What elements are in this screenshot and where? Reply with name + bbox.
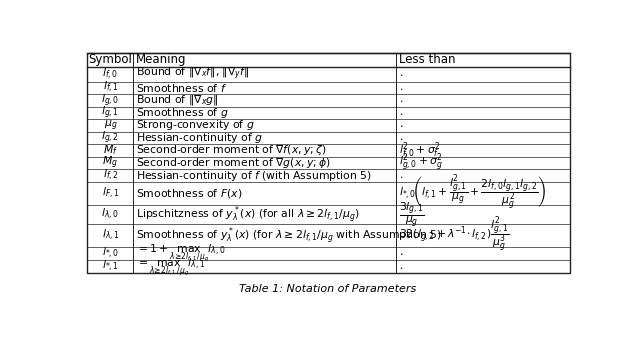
Text: Second-order moment of $\nabla f(x,y;\zeta)$: Second-order moment of $\nabla f(x,y;\ze… xyxy=(136,144,326,158)
Text: $\cdot$: $\cdot$ xyxy=(399,69,404,79)
Text: $l_{*,0}$: $l_{*,0}$ xyxy=(102,246,119,261)
Text: Bound of $\|\nabla_x g\|$: Bound of $\|\nabla_x g\|$ xyxy=(136,93,219,107)
Text: $\cdot$: $\cdot$ xyxy=(399,95,404,105)
Text: $\mu_g$: $\mu_g$ xyxy=(104,118,117,133)
Text: $\cdot$: $\cdot$ xyxy=(399,133,404,143)
Text: $l_{g,2}$: $l_{g,2}$ xyxy=(102,130,119,146)
Text: $32(l_{g,2} + \lambda^{-1} {\cdot}\, l_{f,2})\dfrac{l_{g,1}^2}{\mu_g^3}$: $32(l_{g,2} + \lambda^{-1} {\cdot}\, l_{… xyxy=(399,216,509,255)
Text: Smoothness of $g$: Smoothness of $g$ xyxy=(136,106,229,120)
Text: $M_f$: $M_f$ xyxy=(103,144,118,158)
Text: $l_{g,0}^2 + \sigma_g^2$: $l_{g,0}^2 + \sigma_g^2$ xyxy=(399,152,443,174)
Text: Symbol: Symbol xyxy=(88,53,132,66)
Text: $l_{f,0}$: $l_{f,0}$ xyxy=(102,66,118,82)
Text: $= \max_{\lambda \geq 2l_{f,1}/\mu_g} l_{\lambda,1}$: $= \max_{\lambda \geq 2l_{f,1}/\mu_g} l_… xyxy=(136,256,205,278)
Text: $\cdot$: $\cdot$ xyxy=(399,262,404,272)
Text: Strong-convexity of $g$: Strong-convexity of $g$ xyxy=(136,118,255,132)
Text: $l_{g,0}$: $l_{g,0}$ xyxy=(101,92,120,108)
Text: $\cdot$: $\cdot$ xyxy=(399,120,404,130)
Text: Less than: Less than xyxy=(399,53,456,66)
Text: Meaning: Meaning xyxy=(136,53,187,66)
Text: $l_{f,1}$: $l_{f,1}$ xyxy=(102,80,118,95)
Text: $\dfrac{3l_{g,1}}{\mu_g}$: $\dfrac{3l_{g,1}}{\mu_g}$ xyxy=(399,200,425,229)
Text: Smoothness of $f$: Smoothness of $f$ xyxy=(136,82,228,94)
Text: $\cdot$: $\cdot$ xyxy=(399,108,404,118)
Text: Hessian-continuity of $f$ (with Assumption $5$): Hessian-continuity of $f$ (with Assumpti… xyxy=(136,168,372,182)
Text: $l_{*,0}\!\left(l_{f,1} + \dfrac{l_{g,1}^2}{\mu_g} + \dfrac{2l_{f,0}l_{g,1}l_{g,: $l_{*,0}\!\left(l_{f,1} + \dfrac{l_{g,1}… xyxy=(399,174,547,213)
Text: $l_{\lambda,0}$: $l_{\lambda,0}$ xyxy=(102,207,119,222)
Text: $l_{*,1}$: $l_{*,1}$ xyxy=(102,259,119,274)
Text: Smoothness of $F(x)$: Smoothness of $F(x)$ xyxy=(136,187,243,200)
Text: $\cdot$: $\cdot$ xyxy=(399,83,404,93)
Text: $= 1 + \max_{\lambda \geq 2l_{f,1}/\mu_g} l_{\lambda,0}$: $= 1 + \max_{\lambda \geq 2l_{f,1}/\mu_g… xyxy=(136,242,226,264)
Text: Table 1: Notation of Parameters: Table 1: Notation of Parameters xyxy=(239,284,417,294)
Text: $l_{F,1}$: $l_{F,1}$ xyxy=(102,186,119,201)
Text: Smoothness of $y_\lambda^*(x)$ (for $\lambda \geq 2l_{f,1}/\mu_g$ with Assumptio: Smoothness of $y_\lambda^*(x)$ (for $\la… xyxy=(136,225,442,246)
Text: $M_g$: $M_g$ xyxy=(102,155,118,171)
Text: $\cdot$: $\cdot$ xyxy=(399,170,404,180)
Text: $l_{f,2}$: $l_{f,2}$ xyxy=(102,168,118,183)
Text: Hessian-continuity of $g$: Hessian-continuity of $g$ xyxy=(136,131,263,145)
Text: $l_{f,0}^2 + \sigma_f^2$: $l_{f,0}^2 + \sigma_f^2$ xyxy=(399,140,441,161)
Text: $l_{g,1}$: $l_{g,1}$ xyxy=(102,105,119,121)
Text: Second-order moment of $\nabla g(x,y;\phi)$: Second-order moment of $\nabla g(x,y;\ph… xyxy=(136,156,331,170)
Text: $l_{\lambda,1}$: $l_{\lambda,1}$ xyxy=(102,228,119,243)
Bar xyxy=(88,53,570,273)
Text: $\cdot$: $\cdot$ xyxy=(399,248,404,258)
Text: Lipschitzness of $y_\lambda^*(x)$ (for all $\lambda \geq 2l_{f,1}/\mu_g$): Lipschitzness of $y_\lambda^*(x)$ (for a… xyxy=(136,204,360,225)
Text: Bound of $\|\nabla_x f\|$, $\|\nabla_y f\|$: Bound of $\|\nabla_x f\|$, $\|\nabla_y f… xyxy=(136,66,250,82)
